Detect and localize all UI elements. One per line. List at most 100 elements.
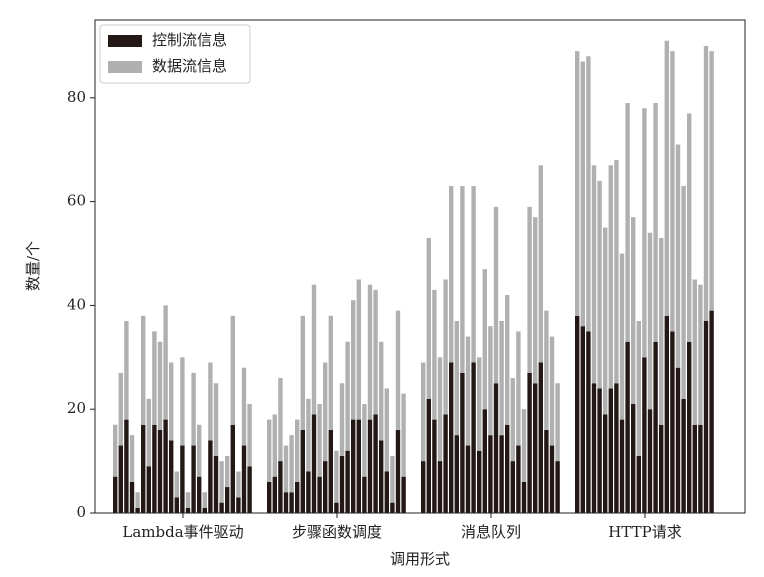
plot-frame <box>94 19 746 514</box>
x-tick-label: Lambda事件驱动 <box>122 523 243 541</box>
bar-segment <box>619 419 625 513</box>
bar-segment <box>362 476 367 513</box>
bar-segment <box>185 507 191 513</box>
bar-segment <box>356 419 361 513</box>
bar-segment <box>653 341 658 513</box>
bar-segment <box>636 455 641 513</box>
bar-segment <box>356 279 361 420</box>
bar-segment <box>647 409 653 513</box>
bar-segment <box>317 476 322 513</box>
bar-segment <box>289 435 294 493</box>
bar-segment <box>236 497 241 513</box>
bar-segment <box>141 424 146 513</box>
bar-segment <box>202 507 207 513</box>
bar-segment <box>681 398 686 513</box>
bar-segment <box>471 186 476 363</box>
bar-segment <box>395 310 401 430</box>
bar-segment <box>191 445 196 513</box>
bar-segment <box>505 295 510 425</box>
bar-segment <box>225 487 230 513</box>
bar-segment <box>471 362 476 513</box>
bar-segment <box>157 429 163 513</box>
bar-segment <box>516 445 521 513</box>
bar-segment <box>197 476 202 513</box>
bar-segment <box>465 336 471 446</box>
bar-segment <box>499 435 504 513</box>
bar-segment <box>608 388 613 513</box>
bar-segment <box>295 419 300 482</box>
bar-segment <box>631 404 636 513</box>
bar-segment <box>345 450 350 513</box>
bar-segment <box>449 186 454 363</box>
bar-segment <box>351 300 356 420</box>
bar-segment <box>591 165 597 384</box>
bar-segment <box>311 414 317 513</box>
bar-segment <box>146 398 151 467</box>
y-axis-label: 数量/个 <box>24 241 42 291</box>
bar-segment <box>323 461 328 513</box>
bar-segment <box>687 341 692 513</box>
bar-segment <box>642 357 647 513</box>
bar-segment <box>135 492 140 508</box>
bar-segment <box>384 471 389 513</box>
bar-segment <box>426 398 431 513</box>
bar-segment <box>278 461 283 513</box>
bar-segment <box>454 320 459 436</box>
bar-segment <box>334 502 339 513</box>
bar-segment <box>580 61 585 327</box>
bar-segment <box>118 372 123 446</box>
bar-segment <box>533 383 538 513</box>
bar-segment <box>306 471 311 513</box>
bar-segment <box>219 461 224 503</box>
x-axis-label: 调用形式 <box>390 550 450 568</box>
bar-segment <box>283 445 289 493</box>
bar-segment <box>169 362 174 441</box>
bar-segment <box>373 289 378 415</box>
bar-segment <box>499 320 504 436</box>
bar-segment <box>505 424 510 513</box>
bar-segment <box>225 455 230 488</box>
bar-segment <box>426 237 431 399</box>
bar-segment <box>185 492 191 508</box>
bar-segment <box>664 315 669 513</box>
bar-segment <box>488 435 493 513</box>
bar-segment <box>141 315 146 425</box>
bar-segment <box>493 206 499 384</box>
bar-segment <box>653 103 658 342</box>
legend-label: 数据流信息 <box>152 57 227 75</box>
bar-segment <box>437 357 443 462</box>
bar-segment <box>241 367 247 446</box>
bar-segment <box>675 144 681 368</box>
bar-segment <box>687 113 692 342</box>
bar-segment <box>157 341 163 430</box>
bar-segment <box>625 103 630 342</box>
bar-segment <box>351 419 356 513</box>
bar-segment <box>709 51 714 311</box>
bar-segment <box>421 362 426 462</box>
y-tick-label: 80 <box>67 88 86 106</box>
bar-segment <box>555 461 560 513</box>
bar-segment <box>300 315 305 430</box>
bar-segment <box>124 320 129 420</box>
bar-segment <box>267 419 272 482</box>
bar-segment <box>191 372 196 446</box>
bar-segment <box>586 56 591 332</box>
bar-segment <box>180 445 185 513</box>
bar-segment <box>709 310 714 513</box>
bar-segment <box>373 414 378 513</box>
bar-segment <box>625 341 630 513</box>
bar-segment <box>449 362 454 513</box>
bar-segment <box>619 253 625 420</box>
bar-segment <box>362 404 367 477</box>
bar-segment <box>510 461 515 513</box>
bar-segment <box>703 320 709 513</box>
bar-segment <box>597 180 602 389</box>
bar-segment <box>384 388 389 472</box>
bar-segment <box>236 471 241 498</box>
bar-segment <box>555 383 560 462</box>
bar-segment <box>477 357 482 451</box>
bar-segment <box>527 372 532 513</box>
legend-swatch <box>108 61 142 73</box>
bar-segment <box>692 424 697 513</box>
bar-segment <box>698 424 703 513</box>
